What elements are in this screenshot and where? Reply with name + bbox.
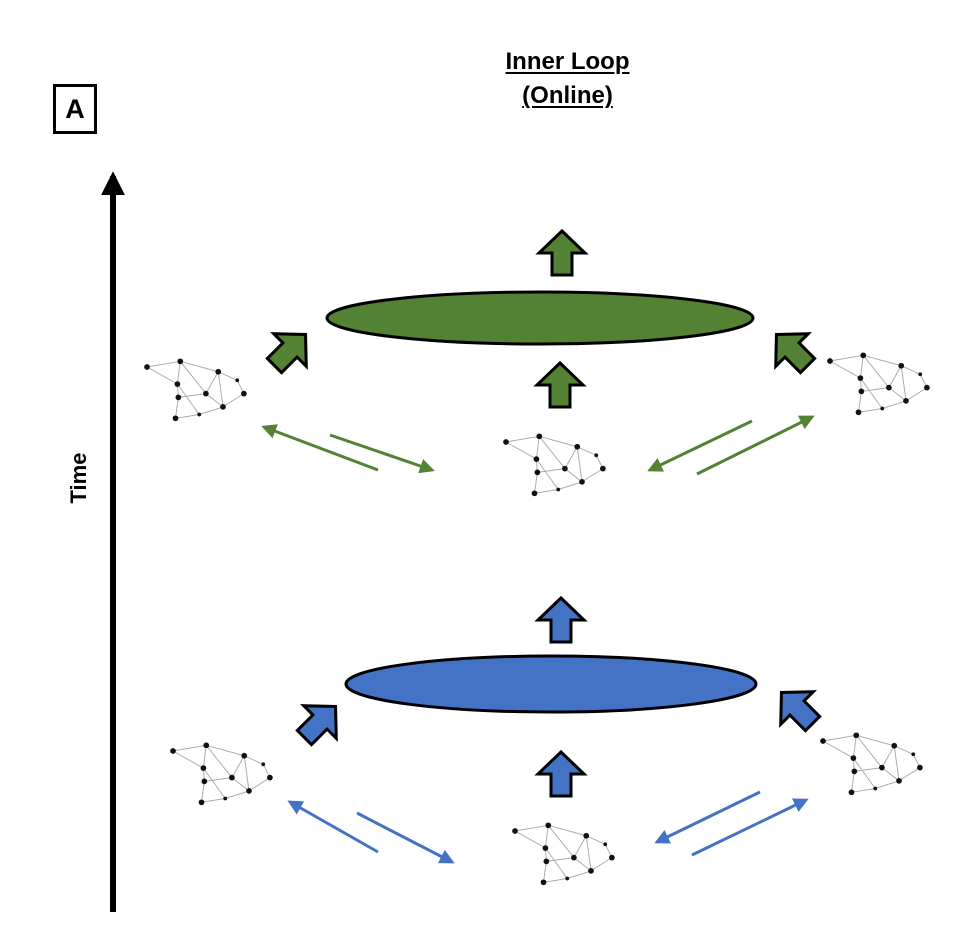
green-left-exchange-arrow-out <box>261 424 379 472</box>
blue-center-up-arrow <box>536 750 586 798</box>
green-right-exchange-arrow-in <box>647 419 753 472</box>
green-right-network-graph <box>826 351 931 416</box>
panel-label-text: A <box>65 93 85 124</box>
blue-left-exchange-arrow-in <box>356 811 455 864</box>
blue-right-exchange-arrow-in <box>654 790 761 844</box>
diagram-title: Inner Loop (Online) <box>440 45 695 113</box>
blue-aggregate-ellipse <box>344 654 758 714</box>
green-left-network-graph <box>143 357 248 422</box>
green-right-diagonal-arrow <box>758 316 826 384</box>
blue-right-network-graph <box>819 731 924 796</box>
blue-left-exchange-arrow-out <box>287 800 379 854</box>
blue-output-arrow <box>536 596 586 644</box>
title-line-1: Inner Loop <box>505 48 630 75</box>
upper-stage <box>143 229 931 497</box>
blue-right-exchange-arrow-out <box>691 798 809 857</box>
green-center-network-graph <box>502 432 607 497</box>
title-line-2: (Online) <box>522 82 613 109</box>
blue-left-network-graph <box>169 741 274 806</box>
green-left-diagonal-arrow <box>256 316 324 384</box>
blue-left-diagonal-arrow <box>286 688 354 756</box>
green-aggregate-ellipse <box>325 290 755 346</box>
blue-right-diagonal-arrow <box>763 674 831 742</box>
green-right-exchange-arrow-out <box>696 415 815 476</box>
blue-center-network-graph <box>511 821 616 886</box>
green-center-up-arrow <box>535 361 585 409</box>
panel-label: A <box>53 84 97 134</box>
green-left-exchange-arrow-in <box>329 433 435 474</box>
lower-stage <box>169 596 924 886</box>
green-output-arrow <box>537 229 587 277</box>
